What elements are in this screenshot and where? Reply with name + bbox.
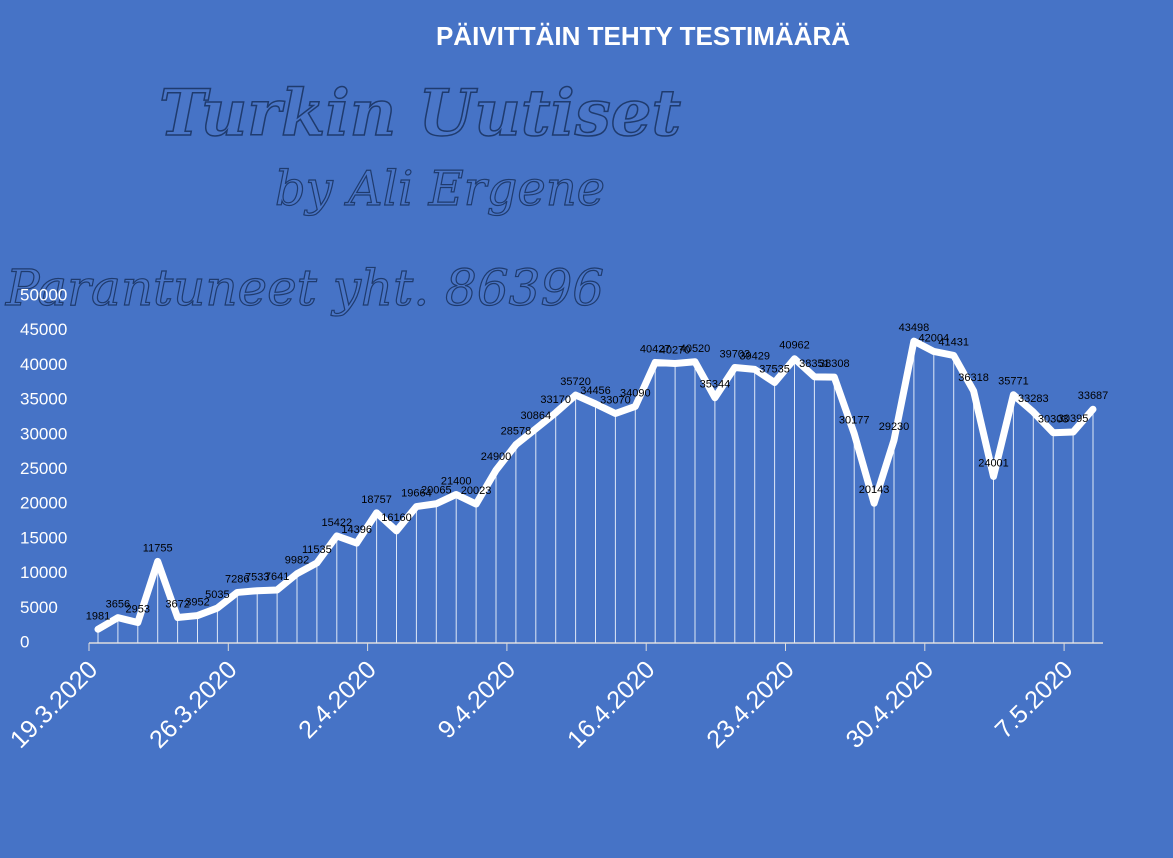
- data-label: 11535: [302, 544, 332, 556]
- data-label: 29230: [879, 421, 910, 433]
- data-label: 19664: [401, 488, 432, 500]
- data-label: 1981: [86, 610, 110, 622]
- y-tick-label: 15000: [20, 528, 67, 547]
- data-label: 33070: [600, 394, 631, 406]
- data-label: 40962: [779, 340, 810, 352]
- data-label: 9982: [285, 555, 309, 567]
- y-tick-label: 25000: [20, 459, 67, 478]
- data-label: 42004: [919, 332, 950, 344]
- data-label: 36318: [958, 372, 989, 384]
- data-label: 40427: [640, 343, 671, 355]
- data-label: 5035: [205, 589, 229, 601]
- x-tick-label: 23.4.2020: [701, 655, 799, 753]
- data-label: 7533: [245, 572, 269, 584]
- line: [94, 337, 1097, 633]
- data-label: 15422: [322, 517, 353, 529]
- chart-title: PÄIVITTÄIN TEHTY TESTIMÄÄRÄ: [436, 21, 850, 51]
- data-label: 24001: [978, 457, 1009, 469]
- data-label: 20065: [421, 485, 452, 497]
- data-label: 38351: [799, 358, 830, 370]
- y-tick-label: 10000: [20, 563, 67, 582]
- data-label: 43498: [899, 322, 930, 334]
- y-tick-label: 45000: [20, 320, 67, 339]
- data-label: 24900: [481, 451, 512, 463]
- data-label: 3656: [106, 599, 130, 611]
- data-label: 33170: [540, 394, 571, 406]
- data-label: 34090: [620, 387, 651, 399]
- data-label: 40270: [660, 345, 691, 357]
- x-tick-label: 16.4.2020: [562, 655, 660, 753]
- data-label: 30303: [1038, 414, 1069, 426]
- x-tick-label: 30.4.2020: [841, 655, 939, 753]
- data-label: 38308: [819, 358, 850, 370]
- y-tick-label: 35000: [20, 390, 67, 409]
- x-tick-label: 19.3.2020: [5, 655, 103, 753]
- x-tick-label: 2.4.2020: [293, 655, 382, 744]
- y-tick-label: 5000: [20, 598, 58, 617]
- y-tick-label: 30000: [20, 424, 67, 443]
- data-label: 35771: [998, 376, 1029, 388]
- data-label: 2953: [126, 604, 150, 616]
- data-label: 34456: [580, 385, 611, 397]
- data-label: 7641: [265, 571, 289, 583]
- data-label: 16160: [381, 512, 412, 524]
- data-label: 33283: [1018, 393, 1049, 405]
- x-tick-label: 7.5.2020: [990, 655, 1079, 744]
- data-label: 33687: [1078, 390, 1109, 402]
- data-label: 20023: [461, 485, 492, 497]
- watermark: by Ali Ergene: [275, 161, 605, 217]
- y-tick-label: 40000: [20, 355, 67, 374]
- data-label: 21400: [441, 475, 472, 487]
- data-label: 14396: [341, 524, 372, 536]
- data-label: 40520: [680, 343, 711, 355]
- data-label: 35344: [700, 379, 731, 391]
- x-tick-label: 26.3.2020: [144, 655, 242, 753]
- data-label: 3952: [185, 597, 209, 609]
- data-label: 37535: [759, 364, 790, 376]
- data-label: 28578: [501, 426, 532, 438]
- watermark: Turkin Uutiset: [159, 76, 681, 151]
- data-label: 18757: [361, 494, 392, 506]
- data-label: 30177: [839, 415, 870, 427]
- data-label: 39429: [739, 350, 770, 362]
- watermark: Parantuneet yht. 86396: [5, 259, 604, 317]
- data-label: 20143: [859, 484, 890, 496]
- data-label: 35720: [560, 376, 591, 388]
- data-label: 30395: [1058, 413, 1089, 425]
- data-label: 39703: [720, 348, 751, 360]
- y-tick-label: 0: [20, 632, 29, 651]
- data-label: 41431: [938, 336, 969, 348]
- data-label: 30864: [521, 410, 552, 422]
- y-tick-label: 20000: [20, 494, 67, 513]
- data-label: 7286: [225, 573, 249, 585]
- x-tick-label: 9.4.2020: [433, 655, 522, 744]
- data-label: 11755: [143, 542, 173, 554]
- data-label: 3672: [165, 599, 189, 611]
- y-tick-label: 50000: [20, 285, 67, 304]
